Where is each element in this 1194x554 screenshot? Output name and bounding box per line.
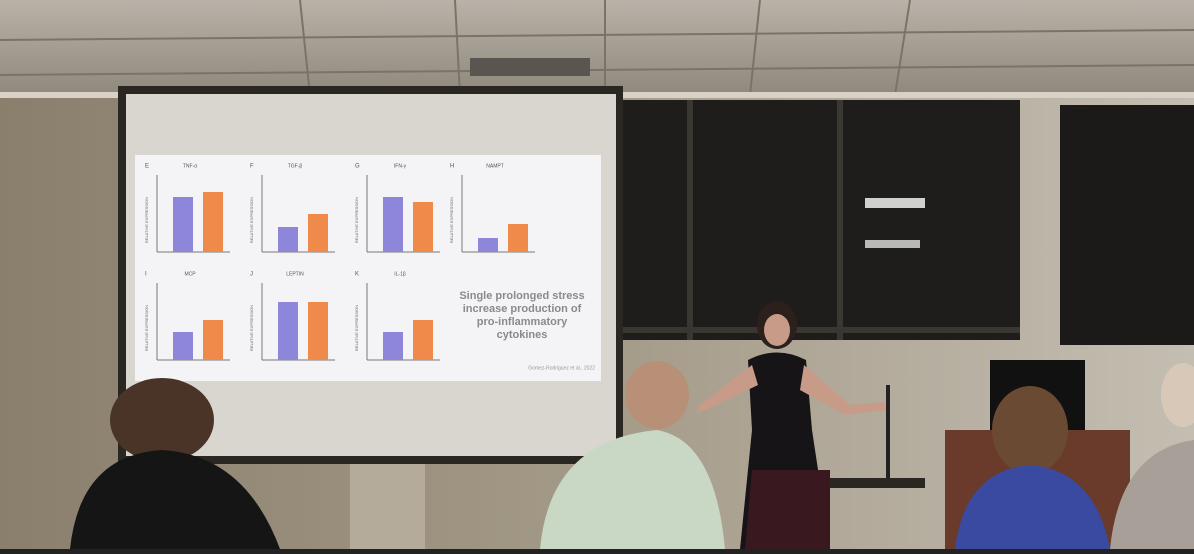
y-axis-label: RELATIVE EXPRESSION bbox=[144, 197, 149, 243]
window bbox=[1060, 105, 1194, 345]
bar-control bbox=[278, 302, 298, 360]
panel-letter: H bbox=[450, 164, 454, 170]
y-axis-label: RELATIVE EXPRESSION bbox=[249, 305, 254, 351]
panel-letter: K bbox=[355, 272, 359, 278]
panel-title: LEPTIN bbox=[286, 271, 304, 277]
panel-title: MCP bbox=[184, 271, 196, 277]
bar-stress bbox=[308, 302, 328, 360]
slide-message: pro-inflammatory bbox=[477, 316, 568, 328]
audience bbox=[70, 361, 1194, 549]
y-axis-label: RELATIVE EXPRESSION bbox=[354, 197, 359, 243]
panel-letter: G bbox=[355, 164, 360, 170]
slide-message: cytokines bbox=[497, 329, 548, 341]
y-axis-label: RELATIVE EXPRESSION bbox=[144, 305, 149, 351]
y-axis-label: RELATIVE EXPRESSION bbox=[449, 197, 454, 243]
bar-stress bbox=[203, 192, 223, 252]
panel-title: IFN-γ bbox=[394, 163, 407, 169]
bar-control bbox=[478, 238, 498, 252]
vent bbox=[470, 58, 590, 76]
window bbox=[620, 100, 1020, 340]
slide-message: Single prolonged stress bbox=[459, 290, 584, 302]
y-axis-label: RELATIVE EXPRESSION bbox=[249, 197, 254, 243]
bar-stress bbox=[308, 214, 328, 252]
panel-title: NAMPT bbox=[486, 163, 504, 169]
presenter bbox=[696, 301, 886, 549]
table bbox=[765, 478, 925, 488]
bar-control bbox=[173, 332, 193, 360]
bar-control bbox=[383, 197, 403, 252]
panel-title: TGF-β bbox=[288, 163, 303, 169]
bar-stress bbox=[413, 320, 433, 360]
bar-stress bbox=[508, 224, 528, 252]
window-light bbox=[865, 198, 925, 208]
bar-control bbox=[173, 197, 193, 252]
bar-stress bbox=[413, 202, 433, 252]
bar-control bbox=[383, 332, 403, 360]
ceiling-grid bbox=[0, 0, 1194, 96]
y-axis-label: RELATIVE EXPRESSION bbox=[354, 305, 359, 351]
panel-title: TNF-α bbox=[183, 163, 197, 169]
bar-control bbox=[278, 227, 298, 252]
window-frames bbox=[620, 100, 1020, 340]
panel-letter: I bbox=[145, 272, 147, 278]
panel-letter: J bbox=[250, 272, 253, 278]
window-light bbox=[865, 240, 920, 248]
citation: Gomez-Rodriguez et al., 2022 bbox=[528, 365, 595, 371]
bar-stress bbox=[203, 320, 223, 360]
panel-letter: E bbox=[145, 164, 149, 170]
pillar bbox=[350, 464, 425, 549]
slide-content: E TNF-α RELATIVE EXPRESSION F TGF-β RELATIVE … bbox=[144, 163, 595, 371]
ceiling bbox=[0, 0, 1194, 95]
panel-letter: F bbox=[250, 164, 254, 170]
panel-title: IL-1β bbox=[394, 271, 406, 277]
slide-message: increase production of bbox=[463, 303, 582, 315]
